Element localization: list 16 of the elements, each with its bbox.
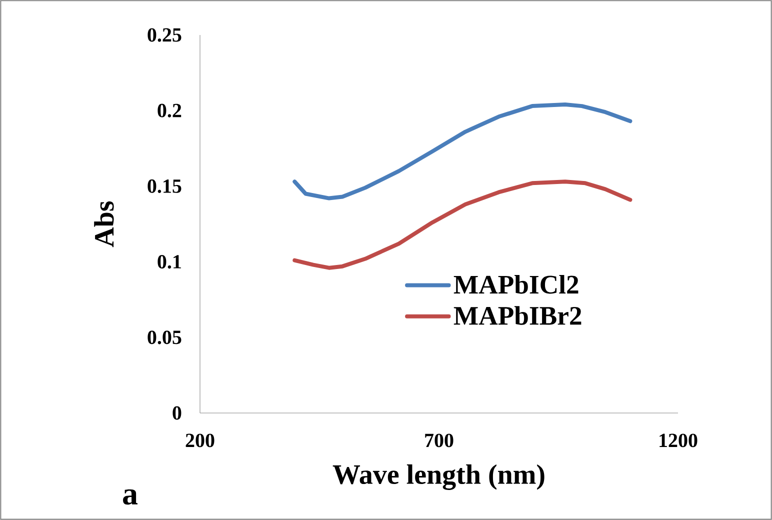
x-tick-label: 700 — [425, 434, 454, 448]
y-tick-label: 0.2 — [158, 104, 182, 118]
x-tick-label: 1200 — [660, 434, 698, 448]
line-series — [292, 180, 632, 270]
y-tick-label: 0.05 — [148, 330, 182, 344]
legend-label: MAPbICl2 — [454, 274, 578, 294]
x-axis-title: Wave length (nm) — [332, 464, 544, 490]
y-tick-label: 0.25 — [148, 28, 182, 42]
text: a — [123, 489, 138, 505]
y-tick-label: 0 — [172, 406, 182, 420]
line-series — [292, 102, 632, 200]
y-axis-title: Abs — [94, 201, 114, 248]
y-tick-label: 0.15 — [148, 179, 182, 193]
legend-label: MAPbIBr2 — [454, 306, 582, 325]
y-tick-label: 0.1 — [158, 255, 181, 269]
x-tick-label: 200 — [186, 434, 214, 448]
